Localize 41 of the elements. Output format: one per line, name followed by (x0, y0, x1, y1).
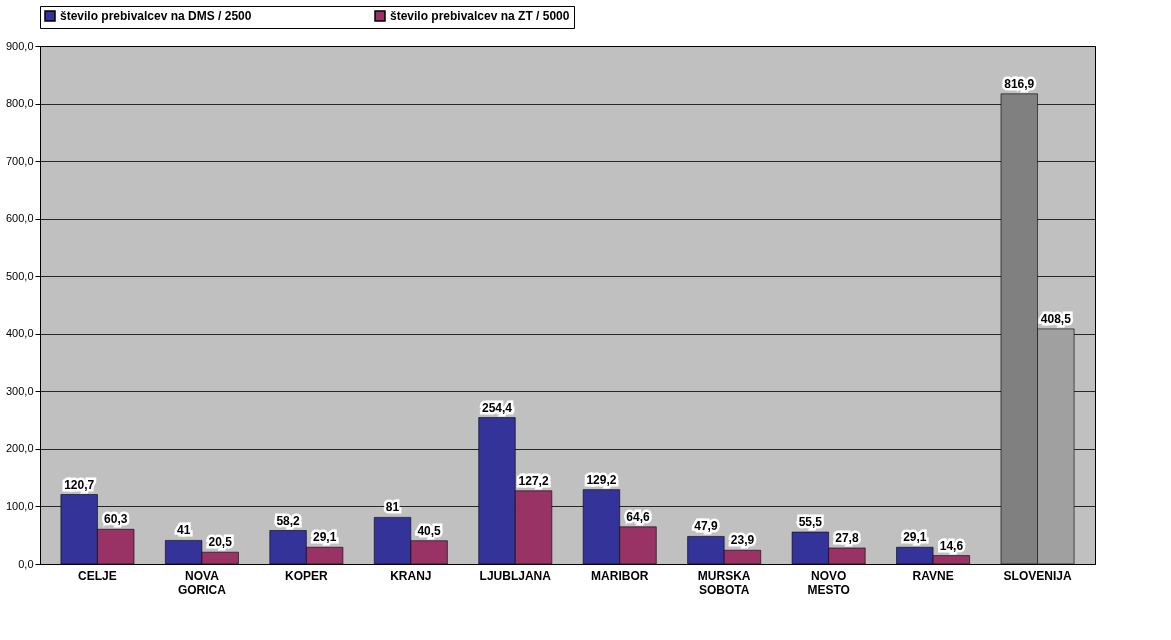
data-label: 20,5 (208, 535, 233, 550)
data-label: 55,5 (798, 515, 823, 530)
data-label: 29,1 (312, 530, 337, 545)
data-label: 58,2 (276, 513, 301, 528)
x-tick-label: NOVO MESTO (807, 568, 850, 597)
data-label: 27,8 (835, 531, 859, 545)
x-tick-label: MURSKA SOBOTA (697, 568, 751, 597)
data-label: 47,9 (694, 519, 718, 534)
data-label: 408,5 (1040, 311, 1072, 326)
x-tick-label: LJUBLJANA (479, 568, 552, 583)
data-label: 40,5 (417, 523, 442, 538)
x-tick-label: CELJE (78, 568, 117, 583)
x-tick-label: MARIBOR (591, 568, 649, 583)
x-tick-label: KRANJ (390, 568, 432, 583)
y-tick-label: 600,0 (5, 212, 34, 225)
data-label: 60,3 (104, 512, 128, 527)
y-tick-label: 500,0 (5, 269, 34, 282)
y-tick-label: 0,0 (18, 557, 34, 570)
data-label: 816,9 (1004, 76, 1035, 91)
y-tick-label: 200,0 (5, 442, 34, 455)
data-label: 129,2 (586, 472, 617, 487)
y-tick-label: 400,0 (5, 327, 34, 340)
x-tick-label: RAVNE (912, 568, 954, 583)
x-tick-label: NOVA GORICA (177, 568, 227, 597)
data-label: 14,6 (939, 538, 964, 553)
data-label: 29,1 (903, 530, 927, 545)
data-label: 254,4 (481, 400, 513, 415)
data-label: 127,2 (518, 473, 549, 488)
data-label: 23,9 (730, 533, 755, 548)
y-tick-label: 900,0 (5, 39, 34, 52)
y-tick-label: 800,0 (5, 97, 34, 110)
x-tick-label: KOPER (285, 568, 329, 583)
data-label: 41 (176, 523, 191, 538)
x-tick-label: SLOVENIJA (1003, 568, 1072, 583)
data-label: 120,7 (64, 477, 95, 492)
legend-label: število prebivalcev na DMS / 2500 (60, 9, 252, 23)
y-tick-label: 300,0 (5, 384, 34, 397)
y-tick-label: 700,0 (5, 154, 34, 167)
y-tick-label: 100,0 (5, 499, 34, 512)
data-label: 64,6 (626, 509, 651, 524)
legend-label: število prebivalcev na ZT / 5000 (390, 9, 570, 23)
